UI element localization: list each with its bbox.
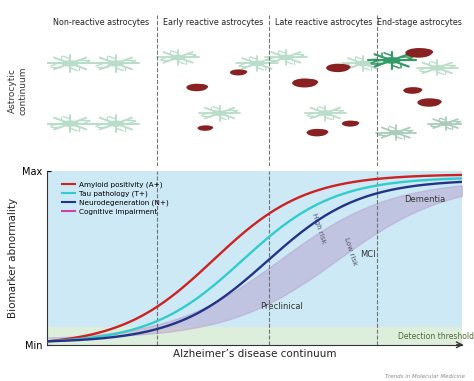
- Circle shape: [203, 126, 213, 130]
- Text: Late reactive astrocytes: Late reactive astrocytes: [274, 18, 372, 27]
- Bar: [47, 327, 462, 345]
- Circle shape: [410, 88, 422, 92]
- Circle shape: [236, 70, 247, 74]
- Circle shape: [403, 87, 421, 94]
- Circle shape: [383, 57, 401, 64]
- Text: Astrocytic
continuum: Astrocytic continuum: [8, 66, 27, 115]
- Circle shape: [107, 120, 125, 127]
- Circle shape: [107, 60, 125, 67]
- Circle shape: [439, 121, 452, 126]
- Text: High risk: High risk: [311, 213, 327, 245]
- Circle shape: [355, 61, 371, 66]
- Circle shape: [405, 48, 432, 58]
- Legend: Amyloid positivity (A+), Tau pathology (T+), Neurodegeneration (N+), Cognitive I: Amyloid positivity (A+), Tau pathology (…: [59, 179, 172, 218]
- Circle shape: [301, 79, 318, 85]
- Text: Trends in Molecular Medicine: Trends in Molecular Medicine: [384, 374, 465, 379]
- Circle shape: [211, 110, 228, 116]
- Circle shape: [292, 78, 317, 88]
- Circle shape: [278, 54, 294, 60]
- Text: Detection threshold: Detection threshold: [398, 331, 474, 341]
- X-axis label: Alzheimer’s disease continuum: Alzheimer’s disease continuum: [173, 349, 337, 359]
- Circle shape: [388, 130, 403, 135]
- Circle shape: [342, 120, 358, 126]
- Text: Early reactive astrocytes: Early reactive astrocytes: [163, 18, 264, 27]
- Text: Low risk: Low risk: [343, 236, 357, 266]
- Text: End-stage astrocytes: End-stage astrocytes: [377, 18, 462, 27]
- Circle shape: [347, 121, 359, 125]
- Circle shape: [249, 61, 264, 66]
- Text: Non-reactive astrocytes: Non-reactive astrocytes: [53, 18, 149, 27]
- Text: Preclinical: Preclinical: [260, 302, 303, 311]
- Circle shape: [314, 129, 328, 134]
- Circle shape: [318, 110, 333, 116]
- Circle shape: [334, 64, 350, 70]
- Circle shape: [307, 129, 328, 136]
- Circle shape: [193, 84, 208, 90]
- Text: Dementia: Dementia: [404, 195, 446, 204]
- Circle shape: [429, 65, 445, 71]
- Circle shape: [326, 64, 349, 72]
- Circle shape: [170, 54, 186, 60]
- Circle shape: [62, 120, 79, 127]
- Circle shape: [426, 99, 442, 105]
- Y-axis label: Biomarker abnormality: Biomarker abnormality: [8, 198, 18, 318]
- Text: MCI: MCI: [361, 250, 376, 259]
- Circle shape: [186, 84, 207, 91]
- Circle shape: [415, 48, 433, 55]
- Circle shape: [198, 125, 212, 131]
- Circle shape: [230, 69, 246, 75]
- Circle shape: [62, 60, 79, 67]
- Circle shape: [417, 98, 441, 107]
